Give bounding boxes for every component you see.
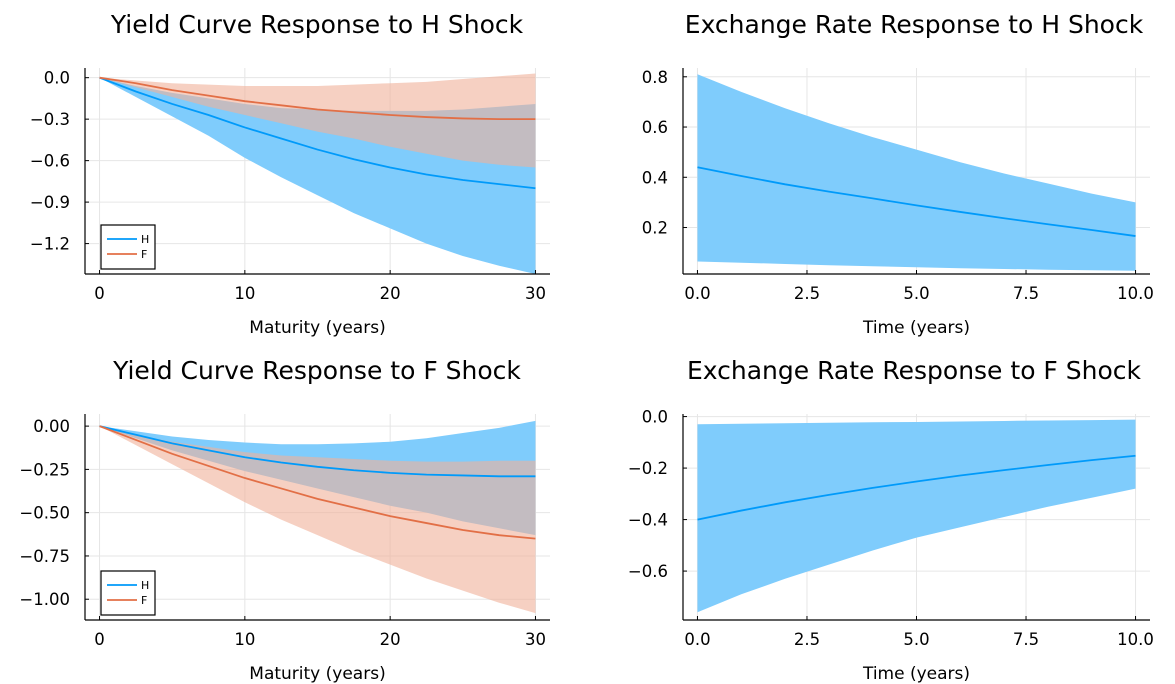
y-tick-label: −0.3	[30, 110, 70, 129]
x-axis-label: Maturity (years)	[249, 664, 385, 684]
x-tick-label: 30	[525, 284, 546, 303]
x-tick-label: 10.0	[1117, 284, 1154, 303]
y-tick-label: −0.50	[19, 504, 70, 523]
x-tick-label: 0.0	[684, 284, 710, 303]
legend-label-f: F	[141, 248, 147, 261]
x-tick-label: 0	[94, 630, 105, 649]
y-tick-label: 0.0	[44, 69, 70, 88]
chart-panel-3: Yield Curve Response to F Shock 0 10 20 30 0.…	[19, 356, 550, 684]
x-tick-label: 10	[234, 284, 255, 303]
y-tick-label: −0.2	[628, 459, 668, 478]
legend-box	[101, 225, 155, 269]
chart-panel-4: Exchange Rate Response to F Shock 0.0 2.5 5…	[628, 356, 1154, 684]
legend-label-f: F	[141, 594, 147, 607]
x-tick-label: 5.0	[903, 284, 929, 303]
legend: HF	[101, 571, 155, 615]
x-tick-label: 30	[525, 630, 546, 649]
x-tick-label: 20	[380, 284, 401, 303]
y-tick-label: −0.9	[30, 193, 70, 212]
x-tick-label: 0.0	[684, 630, 710, 649]
x-tick-label: 2.5	[794, 284, 820, 303]
y-tick-label: 0.4	[642, 168, 668, 187]
x-tick-label: 5.0	[903, 630, 929, 649]
x-axis-label: Time (years)	[862, 318, 970, 338]
legend-label-h: H	[141, 579, 149, 592]
chart-panel-1: Yield Curve Response to H Shock 0 10 20 30 0.…	[30, 10, 550, 338]
x-axis-label: Maturity (years)	[249, 318, 385, 338]
x-tick-label: 10.0	[1117, 630, 1154, 649]
x-tick-label: 7.5	[1013, 630, 1039, 649]
x-axis-label: Time (years)	[862, 664, 970, 684]
legend-label-h: H	[141, 233, 149, 246]
y-tick-label: −0.75	[19, 547, 70, 566]
legend: HF	[101, 225, 155, 269]
x-tick-label: 20	[380, 630, 401, 649]
y-tick-label: −0.25	[19, 460, 70, 479]
x-tick-label: 0	[94, 284, 105, 303]
x-tick-label: 7.5	[1013, 284, 1039, 303]
y-tick-label: 0.6	[642, 118, 668, 137]
chart-title: Exchange Rate Response to F Shock	[687, 356, 1142, 385]
chart-title: Exchange Rate Response to H Shock	[685, 10, 1144, 39]
y-tick-label: −0.6	[30, 152, 70, 171]
x-tick-label: 2.5	[794, 630, 820, 649]
y-tick-label: −0.6	[628, 562, 668, 581]
y-tick-label: −1.00	[19, 590, 70, 609]
y-tick-label: 0.0	[642, 408, 668, 427]
y-tick-label: 0.00	[33, 417, 70, 436]
y-tick-label: −0.4	[628, 511, 668, 530]
legend-box	[101, 571, 155, 615]
chart-panel-2: Exchange Rate Response to H Shock 0.0 2.5 5…	[642, 10, 1154, 338]
y-tick-label: 0.8	[642, 68, 668, 87]
x-tick-label: 10	[234, 630, 255, 649]
y-tick-label: 0.2	[642, 219, 668, 238]
chart-title: Yield Curve Response to H Shock	[110, 10, 524, 39]
chart-title: Yield Curve Response to F Shock	[112, 356, 521, 385]
y-tick-label: −1.2	[30, 235, 70, 254]
